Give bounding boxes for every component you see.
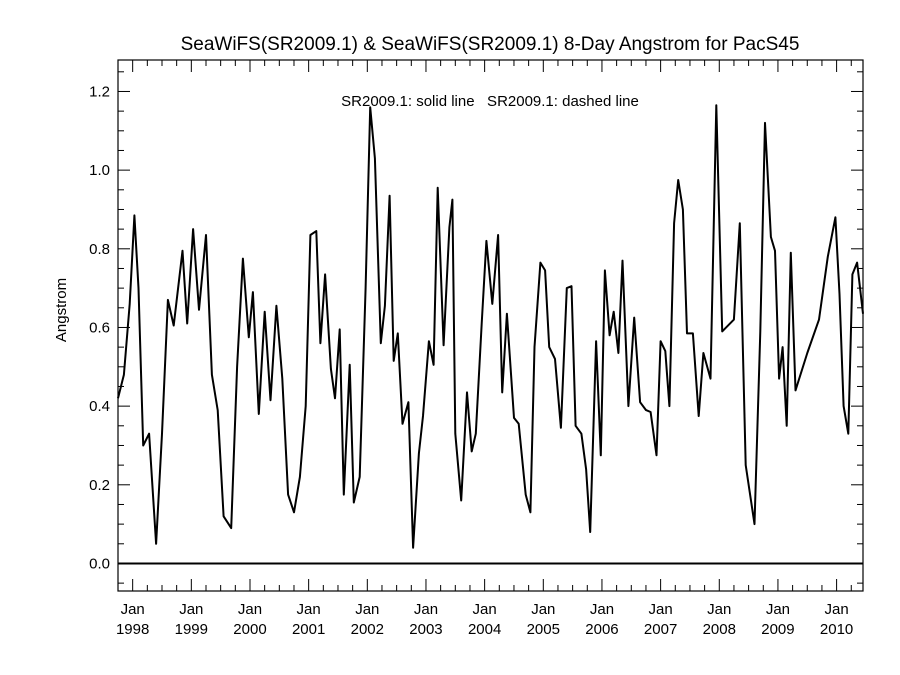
x-tick-labels: Jan 1998 Jan 1999 Jan 2000 Jan 2001 Jan 2002 Jan 20… — [116, 601, 853, 638]
x-tick-label-month: Jan — [121, 601, 145, 618]
x-tick-label-month: Jan — [414, 601, 438, 618]
y-tick-labels: 0.0 0.2 0.4 0.6 0.8 1.0 1.2 — [89, 83, 110, 572]
x-tick-label-month: Jan — [531, 601, 555, 618]
chart-title: SeaWiFS(SR2009.1) & SeaWiFS(SR2009.1) 8-… — [181, 34, 800, 55]
axis-ticks — [117, 60, 863, 591]
y-tick-label: 0.0 — [89, 555, 110, 572]
y-tick-label: 1.0 — [89, 162, 110, 179]
x-tick-label-month: Jan — [297, 601, 321, 618]
x-tick-label-year: 2006 — [585, 621, 618, 638]
x-tick-label-month: Jan — [238, 601, 262, 618]
x-tick-label-year: 2004 — [468, 621, 501, 638]
y-tick-label: 1.2 — [89, 83, 110, 100]
x-tick-label-year: 2008 — [703, 621, 736, 638]
x-tick-label-month: Jan — [179, 601, 203, 618]
series-line-solid — [117, 104, 864, 549]
x-tick-label-year: 2009 — [761, 621, 794, 638]
x-tick-label-year: 2005 — [527, 621, 560, 638]
x-tick-label-month: Jan — [590, 601, 614, 618]
x-tick-label-year: 1998 — [116, 621, 149, 638]
x-tick-label-month: Jan — [766, 601, 790, 618]
y-tick-label: 0.8 — [89, 241, 110, 258]
x-tick-label-year: 2002 — [351, 621, 384, 638]
x-tick-label-month: Jan — [473, 601, 497, 618]
x-tick-label-year: 2003 — [409, 621, 442, 638]
x-tick-label-year: 1999 — [175, 621, 208, 638]
series-annotation: SR2009.1: solid line SR2009.1: dashed li… — [341, 93, 639, 110]
x-tick-label-year: 2007 — [644, 621, 677, 638]
x-tick-label-month: Jan — [825, 601, 849, 618]
x-tick-label-month: Jan — [355, 601, 379, 618]
x-tick-label-month: Jan — [649, 601, 673, 618]
y-tick-label: 0.6 — [89, 319, 110, 336]
x-tick-label-month: Jan — [707, 601, 731, 618]
y-tick-label: 0.4 — [89, 398, 110, 415]
plot-frame — [117, 59, 864, 592]
series-group — [117, 104, 864, 549]
x-tick-label-year: 2010 — [820, 621, 853, 638]
y-tick-label: 0.2 — [89, 477, 110, 494]
x-tick-label-year: 2001 — [292, 621, 325, 638]
y-axis-label: Angstrom — [53, 278, 70, 342]
x-tick-label-year: 2000 — [233, 621, 266, 638]
